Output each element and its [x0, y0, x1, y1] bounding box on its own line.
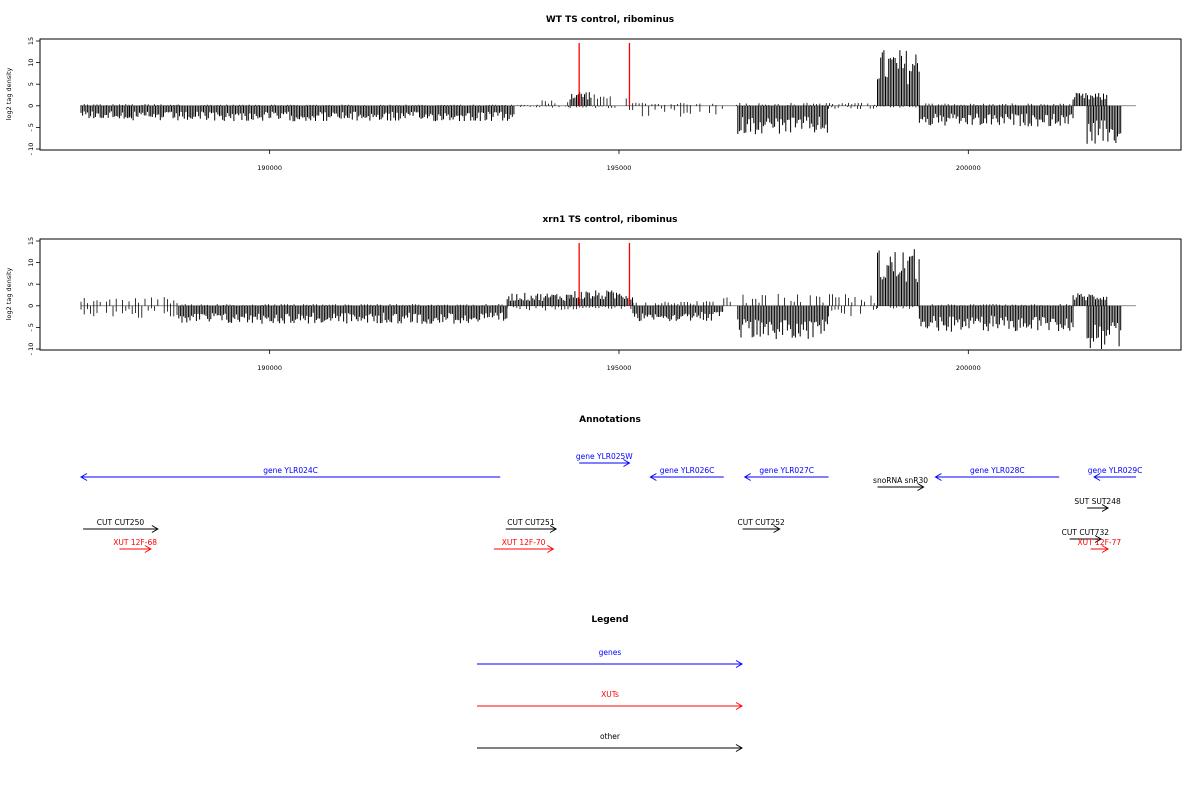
annotation-arrow-cut-cut251	[505, 525, 558, 533]
y-tick-label: 0	[27, 104, 35, 108]
annotation-arrow-cut-cut250	[83, 525, 159, 533]
annotation-label-snorna-snr30: snoRNA snR30	[873, 476, 928, 485]
y-tick-label: - 10	[27, 343, 35, 356]
annotation-label-cut-cut252: CUT CUT252	[737, 518, 785, 527]
annotation-label-gene-ylr028c: gene YLR028C	[970, 466, 1025, 475]
annotation-arrow-xut-12f-68	[119, 545, 152, 553]
legend-panel: Legend genes XUTs other	[477, 615, 743, 752]
y-axis-label-xrn1: log2 tag density	[5, 268, 13, 321]
y-tick-label: 15	[27, 237, 35, 245]
axes-xrn1: - 10 - 5 0 5 10 15 190000 195000 200000	[27, 237, 981, 372]
coverage-bars-xrn1	[80, 249, 1136, 349]
y-tick-label: 10	[27, 58, 35, 66]
y-tick-label: - 10	[27, 143, 35, 156]
track-title-wt: WT TS control, ribominus	[546, 15, 674, 25]
annotation-arrow-xut-12f-70	[493, 545, 555, 553]
x-tick-label: 200000	[956, 364, 981, 372]
annotation-arrow-gene-ylr024c	[80, 473, 501, 481]
legend-arrow-xuts	[477, 702, 743, 710]
x-tick-label: 195000	[607, 364, 632, 372]
annotation-arrow-snorna-snr30	[877, 483, 925, 491]
annotation-label-cut-cut251: CUT CUT251	[507, 518, 555, 527]
annotation-arrow-gene-ylr026c	[649, 473, 724, 481]
axes-wt: - 10 - 5 0 5 10 15 190000 195000 200000	[27, 37, 981, 172]
x-tick-label: 190000	[257, 364, 282, 372]
annotation-label-cut-cut250: CUT CUT250	[97, 518, 145, 527]
annotation-features: gene YLR024C gene YLR025W gene YLR026C gene…	[80, 452, 1143, 553]
x-tick-label: 190000	[257, 164, 282, 172]
track-xrn1: xrn1 TS control, ribominus log2 tag dens…	[5, 215, 1182, 372]
y-tick-label: 0	[27, 304, 35, 308]
annotation-label-gene-ylr025w: gene YLR025W	[576, 452, 633, 461]
y-tick-label: 5	[27, 82, 35, 86]
legend-items: genes XUTs other	[477, 648, 743, 752]
annotation-arrow-cut-cut252	[742, 525, 781, 533]
annotation-arrow-gene-ylr027c	[743, 473, 829, 481]
y-tick-label: - 5	[27, 123, 35, 132]
y-tick-label: 5	[27, 282, 35, 286]
plot-frame-wt	[39, 38, 1182, 151]
x-tick-label: 200000	[956, 164, 981, 172]
track-wt: WT TS control, ribominus log2 tag densit…	[5, 15, 1182, 172]
annotations-title: Annotations	[579, 415, 641, 425]
annotation-label-gene-ylr024c: gene YLR024C	[263, 466, 318, 475]
annotation-arrow-sut-sut248	[1087, 504, 1110, 512]
annotation-label-gene-ylr027c: gene YLR027C	[759, 466, 814, 475]
annotation-arrow-cut-cut732	[1069, 535, 1103, 543]
legend-label-genes: genes	[599, 648, 622, 657]
markers-xrn1	[578, 243, 631, 306]
legend-label-other: other	[600, 732, 621, 741]
annotation-arrow-gene-ylr025w	[579, 459, 631, 467]
annotation-label-xut-12f-68: XUT 12F-68	[113, 538, 157, 547]
annotation-label-cut-cut732: CUT CUT732	[1062, 528, 1110, 537]
annotation-label-xut-12f-70: XUT 12F-70	[502, 538, 546, 547]
x-tick-label: 195000	[607, 164, 632, 172]
annotation-label-gene-ylr026c: gene YLR026C	[660, 466, 715, 475]
annotation-arrow-xut-12f-77	[1090, 545, 1110, 553]
legend-title: Legend	[591, 615, 628, 625]
plot-frame-xrn1	[39, 238, 1182, 351]
annotation-label-sut-sut248: SUT SUT248	[1074, 497, 1121, 506]
track-title-xrn1: xrn1 TS control, ribominus	[542, 215, 677, 225]
annotation-arrow-gene-ylr029c	[1093, 473, 1136, 481]
annotation-label-gene-ylr029c: gene YLR029C	[1088, 466, 1143, 475]
markers-wt	[578, 43, 631, 106]
legend-arrow-other	[477, 744, 743, 752]
y-tick-label: 15	[27, 37, 35, 45]
legend-label-xuts: XUTs	[601, 690, 619, 699]
y-tick-label: - 5	[27, 323, 35, 332]
annotation-label-xut-12f-77: XUT 12F-77	[1077, 538, 1121, 547]
y-axis-label-wt: log2 tag density	[5, 68, 13, 121]
annotation-arrow-gene-ylr028c	[934, 473, 1060, 481]
legend-arrow-genes	[477, 660, 743, 668]
y-tick-label: 10	[27, 258, 35, 266]
coverage-bars-wt	[80, 50, 1136, 144]
